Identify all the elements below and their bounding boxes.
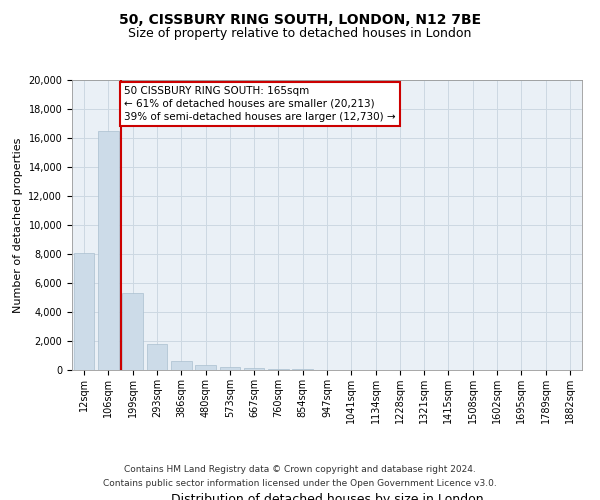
Text: 50, CISSBURY RING SOUTH, LONDON, N12 7BE: 50, CISSBURY RING SOUTH, LONDON, N12 7BE: [119, 12, 481, 26]
Bar: [74, 252, 94, 370]
Bar: [220, 368, 240, 370]
Bar: [244, 368, 265, 370]
Y-axis label: Number of detached properties: Number of detached properties: [13, 138, 23, 312]
Bar: [268, 368, 289, 370]
Text: Size of property relative to detached houses in London: Size of property relative to detached ho…: [128, 28, 472, 40]
Bar: [171, 360, 191, 370]
Bar: [195, 365, 216, 370]
Bar: [98, 130, 119, 370]
Text: 50 CISSBURY RING SOUTH: 165sqm
← 61% of detached houses are smaller (20,213)
39%: 50 CISSBURY RING SOUTH: 165sqm ← 61% of …: [124, 86, 396, 122]
Bar: [146, 344, 167, 370]
Bar: [292, 369, 313, 370]
Bar: [122, 293, 143, 370]
Text: Contains HM Land Registry data © Crown copyright and database right 2024.
Contai: Contains HM Land Registry data © Crown c…: [103, 466, 497, 487]
X-axis label: Distribution of detached houses by size in London: Distribution of detached houses by size …: [170, 492, 484, 500]
